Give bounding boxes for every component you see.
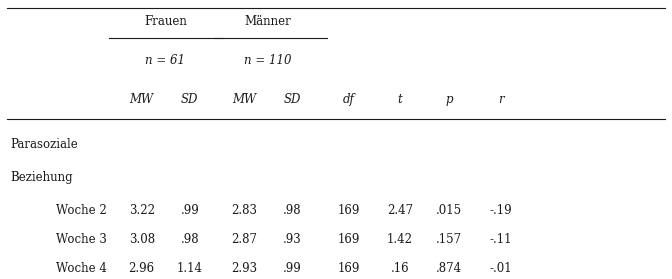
Text: Woche 3: Woche 3: [56, 233, 107, 246]
Text: Woche 2: Woche 2: [56, 204, 107, 217]
Text: r: r: [498, 93, 503, 106]
Text: SD: SD: [181, 93, 198, 106]
Text: MW: MW: [232, 93, 256, 106]
Text: Beziehung: Beziehung: [10, 171, 73, 184]
Text: MW: MW: [130, 93, 154, 106]
Text: n = 110: n = 110: [244, 54, 291, 67]
Text: .157: .157: [436, 233, 462, 246]
Text: .99: .99: [180, 204, 199, 217]
Text: Parasoziale: Parasoziale: [10, 138, 78, 151]
Text: n = 61: n = 61: [145, 54, 185, 67]
Text: 2.87: 2.87: [230, 233, 257, 246]
Text: .015: .015: [436, 204, 462, 217]
Text: -.19: -.19: [489, 204, 512, 217]
Text: 169: 169: [338, 261, 360, 275]
Text: -.01: -.01: [489, 261, 512, 275]
Text: 2.96: 2.96: [128, 261, 155, 275]
Text: df: df: [343, 93, 355, 106]
Text: Männer: Männer: [244, 15, 291, 28]
Text: .16: .16: [390, 261, 409, 275]
Text: 2.47: 2.47: [387, 204, 413, 217]
Text: t: t: [398, 93, 403, 106]
Text: 3.08: 3.08: [128, 233, 155, 246]
Text: Woche 4: Woche 4: [56, 261, 107, 275]
Text: 2.93: 2.93: [230, 261, 257, 275]
Text: 3.22: 3.22: [129, 204, 155, 217]
Text: .98: .98: [181, 233, 199, 246]
Text: .98: .98: [282, 204, 301, 217]
Text: 1.14: 1.14: [177, 261, 203, 275]
Text: -.11: -.11: [489, 233, 512, 246]
Text: p: p: [446, 93, 453, 106]
Text: 2.83: 2.83: [230, 204, 257, 217]
Text: .99: .99: [282, 261, 301, 275]
Text: .874: .874: [436, 261, 462, 275]
Text: SD: SD: [283, 93, 300, 106]
Text: 169: 169: [338, 204, 360, 217]
Text: Frauen: Frauen: [144, 15, 187, 28]
Text: 1.42: 1.42: [387, 233, 413, 246]
Text: .93: .93: [282, 233, 301, 246]
Text: 169: 169: [338, 233, 360, 246]
